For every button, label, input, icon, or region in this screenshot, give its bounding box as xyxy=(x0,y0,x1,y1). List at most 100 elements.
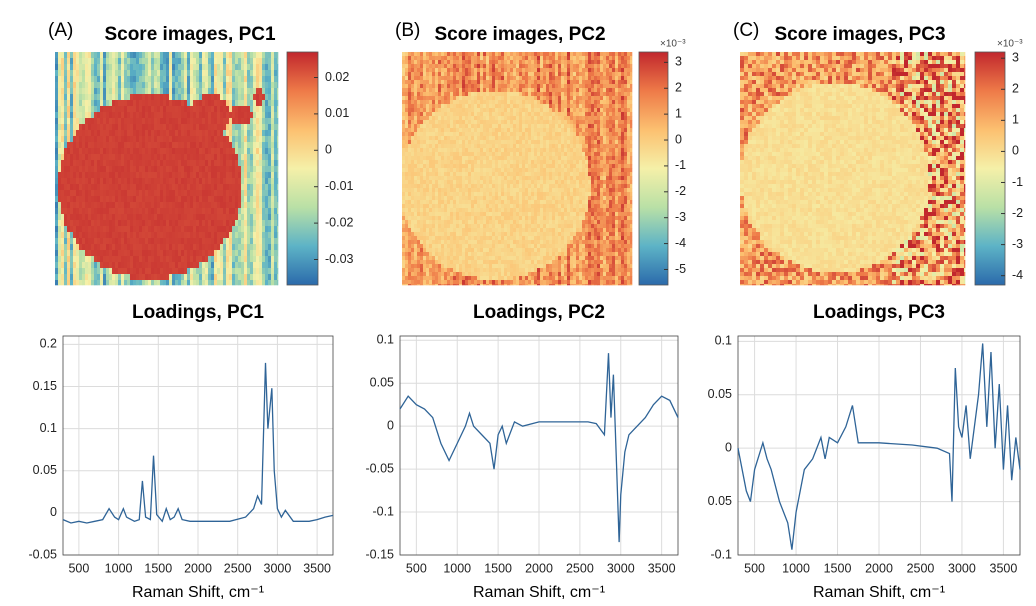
pixel xyxy=(459,240,462,244)
pixel xyxy=(253,256,256,262)
pixel xyxy=(432,240,435,244)
pixel xyxy=(214,166,217,172)
pixel xyxy=(226,250,229,256)
pixel xyxy=(112,148,115,154)
pixel xyxy=(498,52,501,56)
pixel xyxy=(229,154,232,160)
pixel xyxy=(259,112,262,118)
pixel xyxy=(253,238,256,244)
pixel xyxy=(136,262,139,268)
pixel xyxy=(492,224,495,228)
pixel xyxy=(459,184,462,188)
pixel xyxy=(154,262,157,268)
pixel xyxy=(223,166,226,172)
pixel xyxy=(462,248,465,252)
pixel xyxy=(414,112,417,116)
pixel xyxy=(235,172,238,178)
pixel xyxy=(432,204,435,208)
pixel xyxy=(139,118,142,124)
pixel xyxy=(450,264,453,268)
pixel xyxy=(247,94,250,100)
pixel xyxy=(79,82,82,88)
pixel xyxy=(465,164,468,168)
pixel xyxy=(241,112,244,118)
pixel xyxy=(133,112,136,118)
pixel xyxy=(459,220,462,224)
pixel xyxy=(127,262,130,268)
pixel xyxy=(474,52,477,56)
pixel xyxy=(235,124,238,130)
pixel xyxy=(103,76,106,82)
pixel xyxy=(97,94,100,100)
pixel xyxy=(187,166,190,172)
pixel xyxy=(223,268,226,274)
pixel xyxy=(435,232,438,236)
pixel xyxy=(498,128,501,132)
pixel xyxy=(148,70,151,76)
pixel xyxy=(232,88,235,94)
pixel xyxy=(133,244,136,250)
pixel xyxy=(145,64,148,70)
pixel xyxy=(423,100,426,104)
pixel xyxy=(402,116,405,120)
pixel xyxy=(465,116,468,120)
pixel xyxy=(238,148,241,154)
pixel xyxy=(160,82,163,88)
pixel xyxy=(244,82,247,88)
pixel xyxy=(187,190,190,196)
pixel xyxy=(256,262,259,268)
pixel xyxy=(408,188,411,192)
pixel xyxy=(70,178,73,184)
pixel xyxy=(160,130,163,136)
pixel xyxy=(91,100,94,106)
pixel xyxy=(468,260,471,264)
pixel xyxy=(217,118,220,124)
pixel xyxy=(471,240,474,244)
pixel xyxy=(492,260,495,264)
pixel xyxy=(142,280,145,285)
pixel xyxy=(471,136,474,140)
pixel xyxy=(426,148,429,152)
pixel xyxy=(148,94,151,100)
pixel xyxy=(169,70,172,76)
pixel xyxy=(196,226,199,232)
pixel xyxy=(145,226,148,232)
pixel xyxy=(217,220,220,226)
pixel xyxy=(405,56,408,60)
pixel xyxy=(172,184,175,190)
pixel xyxy=(58,256,61,262)
pixel xyxy=(208,160,211,166)
pixel xyxy=(79,214,82,220)
pixel xyxy=(175,112,178,118)
pixel xyxy=(103,262,106,268)
pixel xyxy=(247,262,250,268)
pixel xyxy=(190,124,193,130)
pixel xyxy=(426,84,429,88)
pixel xyxy=(190,76,193,82)
pixel xyxy=(402,148,405,152)
pixel xyxy=(163,232,166,238)
pixel xyxy=(405,200,408,204)
pixel xyxy=(498,76,501,80)
pixel xyxy=(178,112,181,118)
pixel xyxy=(483,220,486,224)
pixel xyxy=(426,172,429,176)
pixel xyxy=(91,166,94,172)
pixel xyxy=(250,94,253,100)
pixel xyxy=(61,274,64,280)
pixel xyxy=(190,94,193,100)
pixel xyxy=(58,70,61,76)
pixel xyxy=(94,214,97,220)
pixel xyxy=(429,272,432,276)
pixel xyxy=(447,152,450,156)
pixel xyxy=(67,256,70,262)
pixel xyxy=(76,172,79,178)
pixel xyxy=(492,272,495,276)
pixel xyxy=(447,124,450,128)
pixel xyxy=(483,52,486,56)
pixel xyxy=(232,100,235,106)
pixel xyxy=(97,112,100,118)
pixel xyxy=(211,160,214,166)
pixel xyxy=(468,280,471,284)
pixel xyxy=(429,248,432,252)
